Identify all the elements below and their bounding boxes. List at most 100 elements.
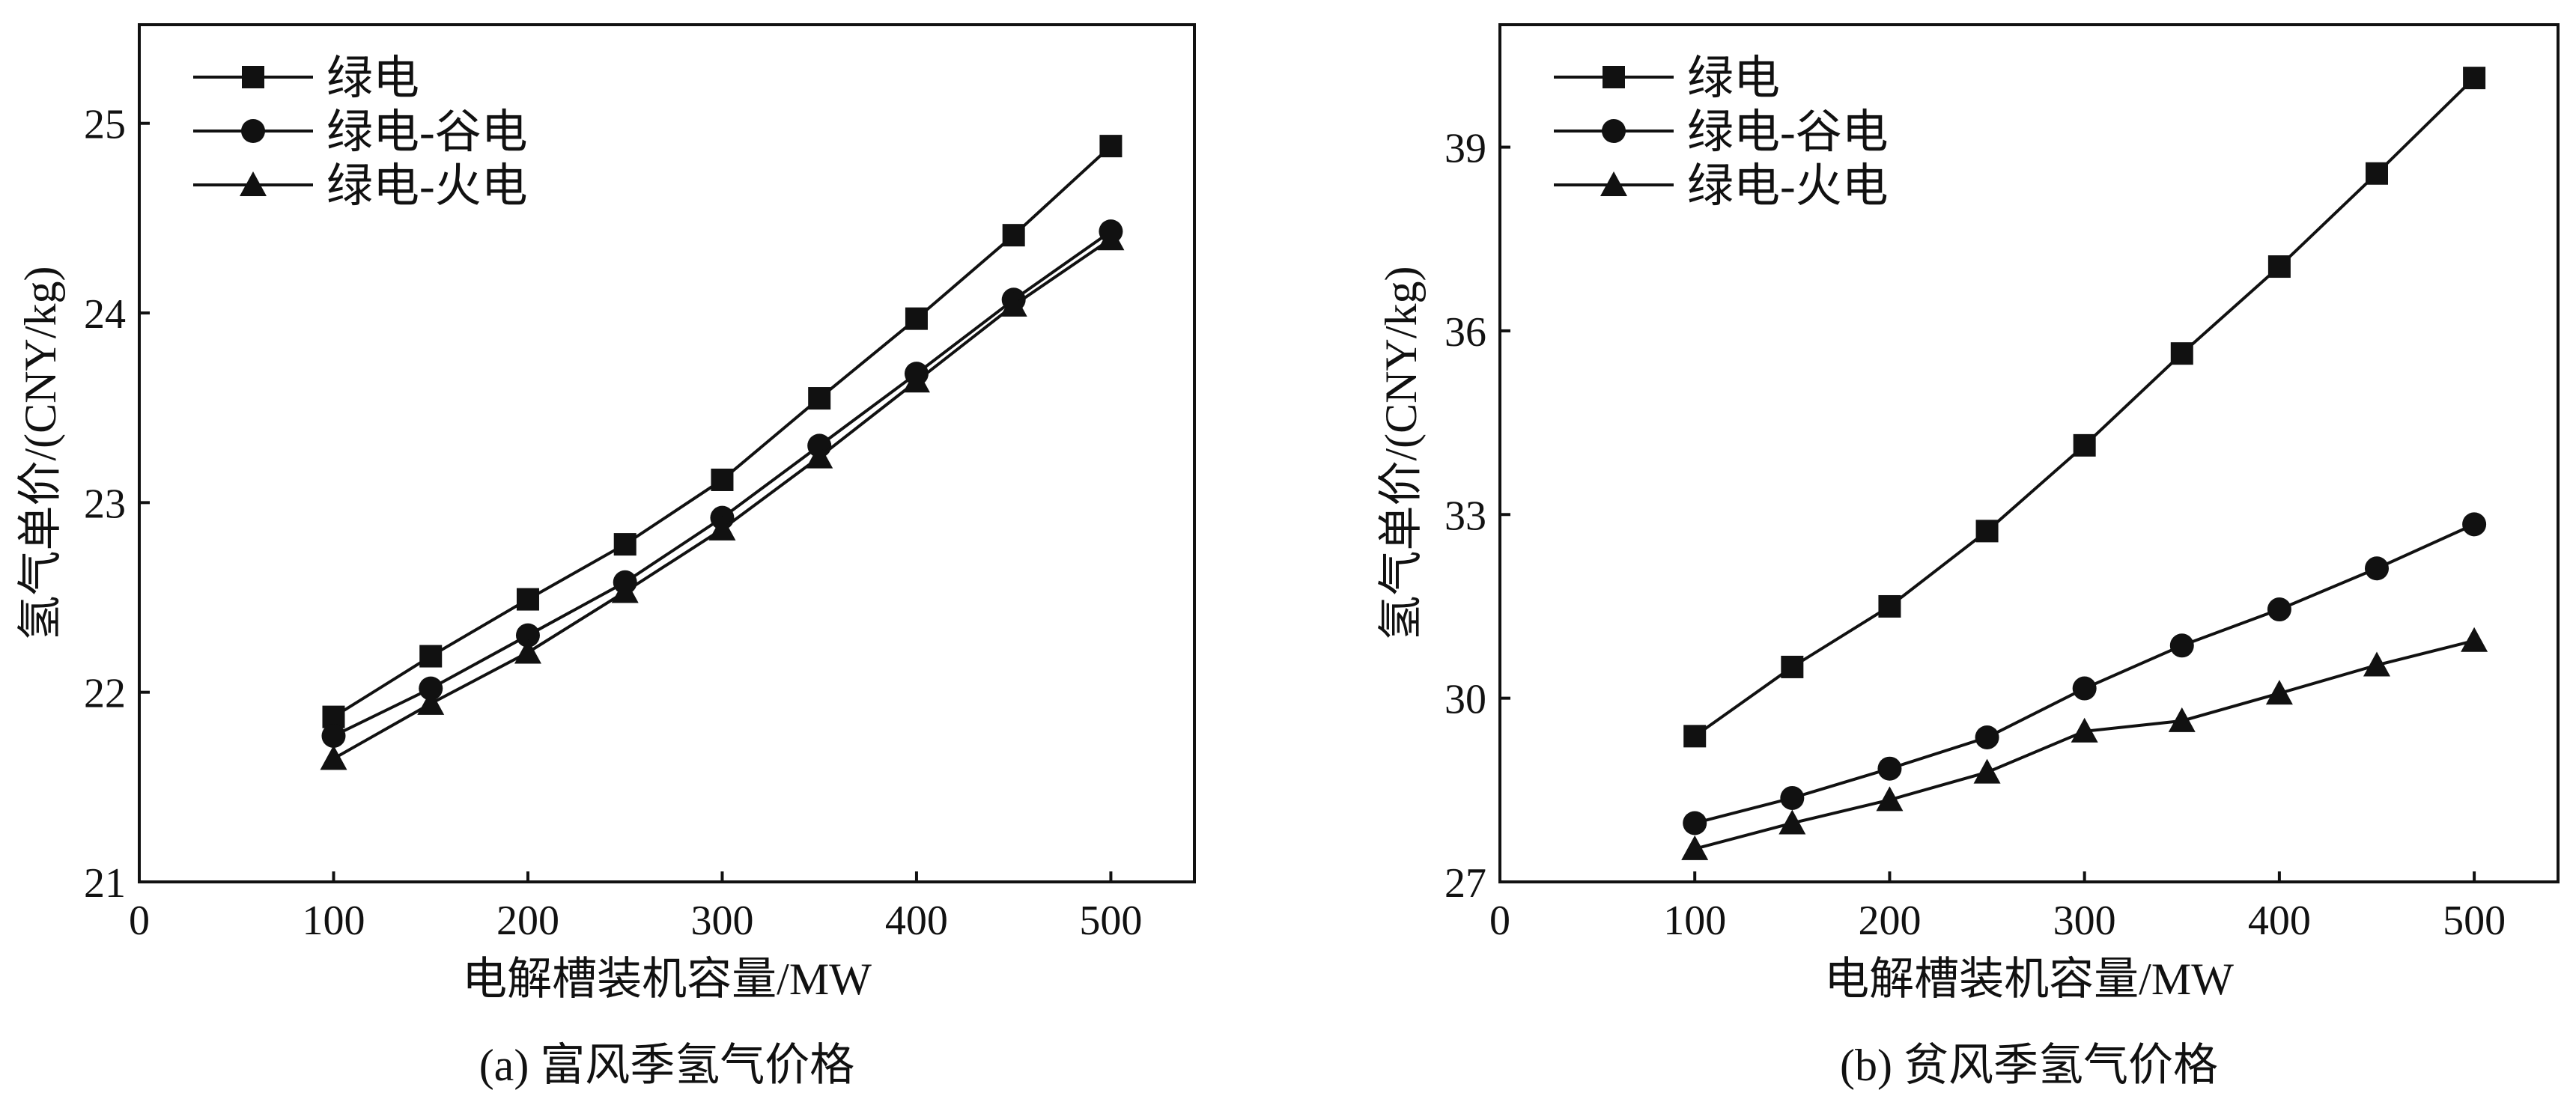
data-point (1876, 786, 1904, 812)
data-point (320, 745, 347, 770)
data-point (515, 623, 540, 648)
x-tick-label: 100 (1663, 898, 1726, 944)
data-point (2169, 633, 2194, 658)
x-tick-label: 500 (2443, 898, 2506, 944)
data-point (2265, 680, 2293, 705)
chart-b: 0 100 200 300 400 500 27 30 33 36 39 电解槽装机容量/MW 氢气单价… (1376, 23, 2560, 1090)
legend-item: 绿电-火电 (193, 161, 528, 212)
data-point (2461, 627, 2488, 652)
data-point (808, 387, 831, 410)
x-tick-label: 500 (1079, 898, 1142, 944)
data-point (2071, 717, 2098, 743)
data-point (806, 443, 833, 469)
x-tick-label: 200 (1858, 898, 1921, 944)
y-tick-label: 24 (84, 291, 126, 338)
data-point (1973, 758, 2001, 784)
series-triangle (320, 225, 1125, 770)
x-tick-label: 300 (690, 898, 753, 944)
legend-item: 绿电 (193, 53, 419, 104)
legend-item: 绿电-谷电 (1554, 107, 1889, 158)
data-point (1000, 291, 1027, 317)
data-point (419, 676, 443, 701)
y-tick-label: 22 (84, 671, 126, 717)
legend-label: 绿电-谷电 (326, 107, 528, 158)
y-tick-label: 33 (1445, 493, 1486, 539)
series-square (1683, 67, 2486, 748)
x-tick-label: 300 (2053, 898, 2116, 944)
y-tick-label: 39 (1445, 126, 1486, 172)
data-point (611, 578, 639, 603)
legend-label: 绿电-火电 (326, 161, 528, 212)
data-point (1780, 785, 1805, 810)
x-tick-label: 400 (885, 898, 948, 944)
legend-item: 绿电 (1554, 53, 1780, 104)
legend-marker (1600, 171, 1627, 196)
series-line (1694, 523, 2475, 825)
x-tick-label: 200 (496, 898, 559, 944)
x-axis-label: 电解槽装机容量/MW (1824, 955, 2234, 1004)
legend-label: 绿电-火电 (1687, 161, 1889, 212)
data-point (1681, 835, 1709, 860)
y-tick-label: 23 (84, 481, 126, 527)
y-tick-label: 36 (1445, 309, 1486, 356)
data-point (2462, 512, 2487, 537)
legend-label: 绿电-谷电 (1687, 107, 1889, 158)
data-point (1097, 225, 1125, 251)
legend-label: 绿电 (1687, 53, 1780, 104)
data-point (2170, 342, 2193, 365)
data-point (2072, 676, 2097, 701)
legend-item: 绿电-谷电 (193, 107, 528, 158)
legend-marker (241, 119, 265, 143)
series-line (332, 237, 1112, 761)
data-point (1683, 725, 1707, 748)
legend-marker (1603, 66, 1625, 88)
data-point (708, 515, 736, 541)
data-point (2267, 597, 2291, 622)
x-tick-label: 0 (129, 898, 150, 944)
data-point (516, 588, 539, 611)
data-point (1778, 809, 1806, 835)
x-axis-label: 电解槽装机容量/MW (462, 955, 872, 1004)
data-point (1975, 725, 1999, 749)
data-point (1099, 135, 1123, 158)
plot-frame (1498, 23, 2560, 883)
data-point (2267, 255, 2291, 278)
series-circle (1683, 512, 2487, 835)
data-point (711, 468, 734, 491)
data-point (1877, 756, 1902, 781)
series-line (332, 144, 1112, 719)
y-axis-label: 氢气单价/(CNY/kg) (16, 267, 65, 641)
data-point (2073, 433, 2096, 457)
data-point (1002, 224, 1025, 247)
data-point (1683, 811, 1707, 835)
chart-title: (a) 富风季氢气价格 (479, 1041, 855, 1090)
data-point (1878, 594, 1901, 618)
data-point (1781, 655, 1804, 678)
data-point (902, 368, 930, 393)
data-point (419, 645, 443, 668)
data-point (2364, 556, 2389, 581)
legend-item: 绿电-火电 (1554, 161, 1889, 212)
x-tick-label: 100 (302, 898, 365, 944)
series-triangle (1681, 627, 2488, 860)
data-point (2168, 707, 2196, 732)
data-point (905, 307, 928, 330)
plot-frame (138, 23, 1196, 883)
legend-marker (240, 171, 267, 196)
data-point (2363, 651, 2390, 677)
data-point (613, 533, 637, 556)
data-point (321, 723, 346, 748)
legend-label: 绿电 (326, 53, 419, 104)
data-point (2365, 162, 2388, 185)
y-tick-label: 25 (84, 102, 126, 148)
y-tick-label: 30 (1445, 677, 1486, 723)
series-line (1694, 639, 2475, 850)
x-tick-label: 400 (2248, 898, 2311, 944)
y-axis-label: 氢气单价/(CNY/kg) (1376, 267, 1426, 641)
x-tick-label: 0 (1489, 898, 1510, 944)
data-point (1975, 520, 1999, 543)
y-tick-label: 27 (1445, 860, 1486, 907)
data-point (514, 639, 541, 664)
legend-marker (242, 66, 264, 88)
